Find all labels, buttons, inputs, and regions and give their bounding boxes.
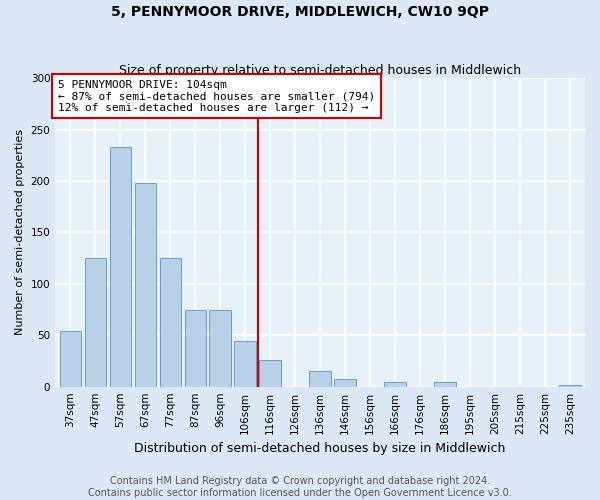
Bar	[134, 183, 156, 386]
Bar	[235, 342, 256, 386]
Bar	[334, 380, 356, 386]
Bar	[259, 360, 281, 386]
Bar	[160, 258, 181, 386]
X-axis label: Distribution of semi-detached houses by size in Middlewich: Distribution of semi-detached houses by …	[134, 442, 506, 455]
Bar	[310, 372, 331, 386]
Bar	[185, 310, 206, 386]
Bar	[209, 310, 231, 386]
Bar	[110, 147, 131, 386]
Bar	[385, 382, 406, 386]
Text: 5, PENNYMOOR DRIVE, MIDDLEWICH, CW10 9QP: 5, PENNYMOOR DRIVE, MIDDLEWICH, CW10 9QP	[111, 5, 489, 19]
Y-axis label: Number of semi-detached properties: Number of semi-detached properties	[15, 130, 25, 336]
Bar	[559, 384, 581, 386]
Title: Size of property relative to semi-detached houses in Middlewich: Size of property relative to semi-detach…	[119, 64, 521, 77]
Text: Contains HM Land Registry data © Crown copyright and database right 2024.
Contai: Contains HM Land Registry data © Crown c…	[88, 476, 512, 498]
Bar	[59, 331, 81, 386]
Text: 5 PENNYMOOR DRIVE: 104sqm
← 87% of semi-detached houses are smaller (794)
12% of: 5 PENNYMOOR DRIVE: 104sqm ← 87% of semi-…	[58, 80, 375, 113]
Bar	[434, 382, 455, 386]
Bar	[85, 258, 106, 386]
